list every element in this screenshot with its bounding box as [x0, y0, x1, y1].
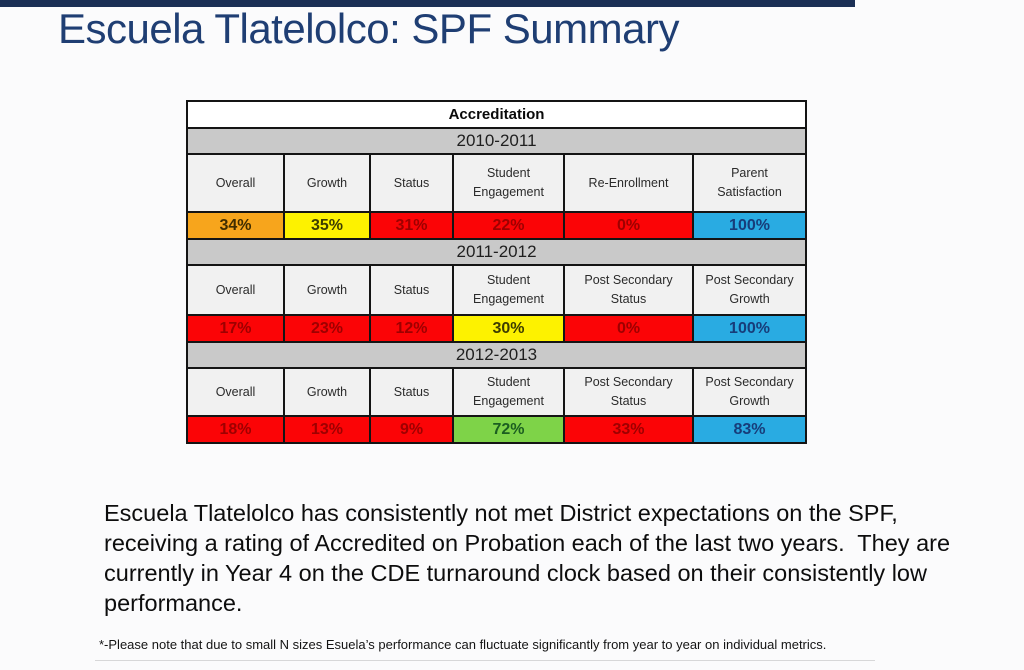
value-cell: 30%	[452, 314, 565, 343]
column-header: Overall	[186, 153, 285, 213]
value-cell: 35%	[283, 211, 371, 240]
value-cell: 0%	[563, 314, 694, 343]
top-accent-bar	[0, 0, 855, 7]
value-row: 18% 13% 9% 72% 33% 83%	[186, 415, 808, 444]
column-header: Student Engagement	[452, 367, 565, 417]
value-cell: 13%	[283, 415, 371, 444]
column-header-row: Overall Growth Status Student Engagement Pos…	[186, 367, 808, 417]
column-header: Student Engagement	[452, 264, 565, 316]
column-header: Status	[369, 264, 454, 316]
column-header: Status	[369, 153, 454, 213]
year-header: 2011-2012	[185, 238, 808, 266]
column-header: Post Secondary Growth	[691, 264, 808, 316]
column-header: Parent Satisfaction	[691, 153, 808, 213]
column-header: Post Secondary Status	[563, 264, 694, 316]
column-header: Growth	[283, 264, 371, 316]
column-header: Growth	[283, 153, 371, 213]
column-header: Post Secondary Status	[563, 367, 694, 417]
value-cell: 31%	[369, 211, 454, 240]
value-cell: 18%	[186, 415, 285, 444]
value-cell: 0%	[563, 211, 694, 240]
column-header: Growth	[283, 367, 371, 417]
column-header: Overall	[186, 264, 285, 316]
value-cell: 100%	[691, 314, 808, 343]
column-header-row: Overall Growth Status Student Engagement Re-…	[186, 153, 808, 213]
value-cell: 22%	[452, 211, 565, 240]
column-header-row: Overall Growth Status Student Engagement Pos…	[186, 264, 808, 316]
column-header: Re-Enrollment	[563, 153, 694, 213]
value-row: 34% 35% 31% 22% 0% 100%	[186, 211, 808, 240]
column-header: Status	[369, 367, 454, 417]
value-cell: 72%	[452, 415, 565, 444]
column-header: Overall	[186, 367, 285, 417]
year-row: 2010-2011	[185, 127, 808, 155]
value-cell: 12%	[369, 314, 454, 343]
summary-paragraph: Escuela Tlatelolco has consistently not …	[104, 500, 957, 616]
page-title: Escuela Tlatelolco: SPF Summary	[58, 5, 679, 52]
column-header: Student Engagement	[452, 153, 565, 213]
accreditation-table: Accreditation 2010-2011 Overall Growth Stat…	[185, 100, 808, 444]
column-header: Post Secondary Growth	[691, 367, 808, 417]
value-cell: 23%	[283, 314, 371, 343]
bottom-divider	[95, 660, 875, 661]
year-row: 2011-2012	[185, 238, 808, 266]
table-title-row: Accreditation	[185, 100, 808, 129]
value-cell: 100%	[691, 211, 808, 240]
value-cell: 33%	[563, 415, 694, 444]
value-row: 17% 23% 12% 30% 0% 100%	[186, 314, 808, 343]
year-row: 2012-2013	[185, 341, 808, 369]
value-cell: 34%	[186, 211, 285, 240]
footnote: *-Please note that due to small N sizes …	[99, 637, 827, 652]
year-header: 2012-2013	[185, 341, 808, 369]
table-title: Accreditation	[185, 100, 808, 129]
year-header: 2010-2011	[185, 127, 808, 155]
value-cell: 83%	[691, 415, 808, 444]
value-cell: 17%	[186, 314, 285, 343]
value-cell: 9%	[369, 415, 454, 444]
